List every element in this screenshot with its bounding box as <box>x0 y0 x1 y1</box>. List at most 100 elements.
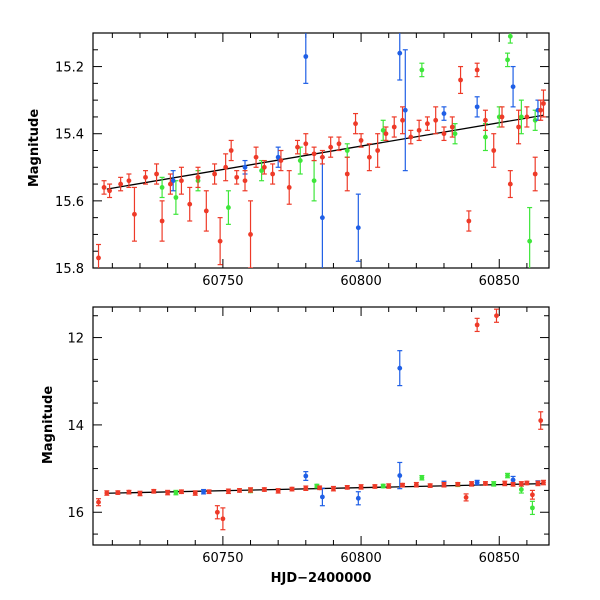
bottom-y-tick-label: 14 <box>67 419 84 434</box>
top-panel: 60750 60800 60850 15.2 15.4 15.6 15.8 <box>55 32 550 289</box>
data-point <box>524 480 530 486</box>
data-point <box>126 178 132 184</box>
data-point <box>237 488 242 493</box>
data-point <box>474 67 480 73</box>
data-point <box>383 131 389 137</box>
data-point <box>518 114 524 120</box>
data-point <box>270 171 276 177</box>
data-point <box>510 84 516 90</box>
top-series-1 <box>159 33 538 268</box>
data-point <box>469 481 475 487</box>
data-point <box>483 117 488 123</box>
data-point <box>510 477 516 483</box>
data-point <box>317 485 323 491</box>
data-point <box>463 495 469 500</box>
top-y-tick-label: 15.6 <box>55 195 84 210</box>
data-point <box>234 174 240 180</box>
data-point <box>303 473 309 479</box>
top-data-area <box>96 33 546 268</box>
data-point <box>311 178 317 184</box>
data-point <box>416 127 422 133</box>
data-point <box>132 211 137 217</box>
data-point <box>400 117 405 123</box>
data-point <box>275 488 281 494</box>
data-point <box>275 154 281 160</box>
data-point <box>137 491 143 496</box>
data-point <box>358 138 364 143</box>
data-point <box>217 238 223 244</box>
data-point <box>474 104 480 110</box>
data-point <box>353 121 358 127</box>
data-point <box>413 482 419 488</box>
data-point <box>455 481 461 487</box>
bottom-x-tick-label: 60750 <box>202 551 243 566</box>
data-point <box>466 218 472 224</box>
data-point <box>201 489 206 495</box>
data-point <box>397 473 403 478</box>
data-point <box>297 158 303 163</box>
top-x-tick-label: 60750 <box>202 274 243 289</box>
data-point <box>380 127 386 133</box>
top-y-tick-label: 15.2 <box>55 61 84 76</box>
data-point <box>96 499 101 505</box>
data-point <box>527 238 533 244</box>
data-point <box>380 483 386 489</box>
data-point <box>203 208 209 214</box>
data-point <box>372 484 378 489</box>
data-point <box>355 495 361 501</box>
data-point <box>154 171 159 177</box>
data-point <box>173 490 179 495</box>
data-point <box>179 178 184 184</box>
data-point <box>143 174 148 180</box>
bottom-y-tick-label: 16 <box>67 506 84 521</box>
data-point <box>319 494 325 500</box>
data-point <box>510 481 516 487</box>
data-point <box>397 365 403 371</box>
data-point <box>538 107 544 113</box>
data-point <box>530 492 535 498</box>
data-point <box>303 141 309 147</box>
data-point <box>242 164 248 170</box>
data-point <box>491 148 497 153</box>
data-point <box>187 201 193 207</box>
data-point <box>228 148 234 153</box>
data-point <box>400 482 405 488</box>
data-point <box>502 481 508 486</box>
data-point <box>408 134 414 140</box>
top-series-0 <box>96 62 546 268</box>
data-point <box>104 490 110 496</box>
x-axis-title: HJD−2400000 <box>271 571 372 586</box>
data-point <box>507 181 513 187</box>
top-x-tick-label: 60800 <box>340 274 381 289</box>
data-point <box>331 486 336 492</box>
data-point <box>167 181 173 187</box>
data-point <box>170 178 176 184</box>
data-point <box>483 481 488 486</box>
data-point <box>101 185 107 190</box>
data-point <box>535 481 541 486</box>
data-point <box>452 131 458 137</box>
data-point <box>419 475 425 481</box>
data-point <box>505 57 510 63</box>
data-point <box>242 178 248 184</box>
data-point <box>319 154 325 160</box>
data-point <box>344 171 350 177</box>
data-point <box>507 33 513 39</box>
data-point <box>441 482 447 488</box>
data-point <box>286 185 292 190</box>
data-point <box>96 255 101 261</box>
data-point <box>336 141 342 147</box>
data-point <box>159 218 165 224</box>
data-point <box>206 489 212 495</box>
top-y-tick-label: 15.8 <box>55 262 84 277</box>
data-point <box>538 418 544 423</box>
data-point <box>358 484 364 490</box>
data-point <box>391 124 397 130</box>
data-point <box>441 131 447 137</box>
data-point <box>295 144 300 150</box>
data-point <box>427 483 433 489</box>
data-point <box>483 134 488 140</box>
top-x-tick-label: 60850 <box>479 274 520 289</box>
data-point <box>530 505 535 511</box>
data-point <box>223 164 229 170</box>
